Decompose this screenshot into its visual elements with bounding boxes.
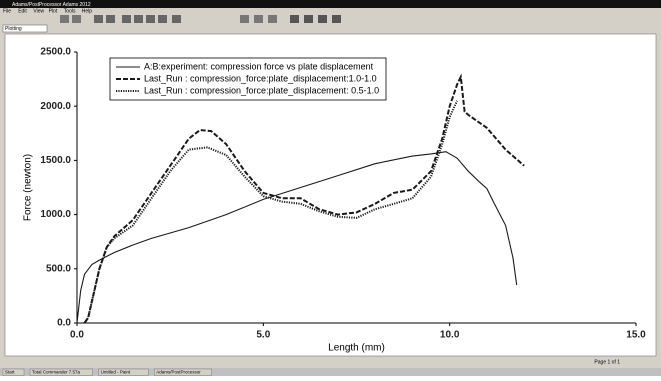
x-tick-label: 5.0 — [256, 330, 270, 341]
y-tick-label: 0.0 — [57, 318, 71, 329]
mode-label: Plotting — [5, 26, 22, 32]
tool-icon[interactable] — [94, 15, 103, 23]
tool-icon[interactable] — [318, 15, 327, 23]
x-tick-label: 0.0 — [70, 330, 84, 341]
taskbar-items: Start Total Commander 7.57a Untitled - Pai… — [3, 369, 212, 376]
taskbar-label: Total Commander 7.57a — [32, 370, 81, 375]
tool-icon[interactable] — [122, 15, 131, 23]
menu-item[interactable]: Plot — [49, 8, 58, 14]
legend-label: A:B:experiment: compression force vs pla… — [144, 61, 374, 71]
title-bar — [0, 0, 661, 8]
tool-icon[interactable] — [254, 15, 263, 23]
tool-icon[interactable] — [158, 15, 167, 23]
y-tick-label: 2500.0 — [40, 47, 71, 58]
app-window: Adams/PostProcessor Adams 2012 File Edit V… — [0, 0, 661, 376]
menu-item[interactable]: Tools — [64, 8, 76, 14]
y-tick-label: 1000.0 — [40, 209, 71, 220]
tool-icon[interactable] — [268, 15, 277, 23]
window-title: Adams/PostProcessor Adams 2012 — [12, 2, 91, 8]
y-tick-label: 500.0 — [46, 263, 71, 274]
tool-icon[interactable] — [106, 15, 115, 23]
tool-icon[interactable] — [304, 15, 313, 23]
tool-icon[interactable] — [290, 15, 299, 23]
menu-item[interactable]: File — [3, 8, 11, 14]
tool-icon[interactable] — [72, 15, 81, 23]
tool-icon[interactable] — [240, 15, 249, 23]
page-indicator: Page 1 of 1 — [594, 359, 620, 365]
legend-label: Last_Run : compression_force:plate_displ… — [144, 73, 377, 83]
legend-label: Last_Run : compression_force:plate_displ… — [144, 85, 379, 95]
menu-item[interactable]: Edit — [18, 8, 27, 14]
y-axis-label: Force (newton) — [23, 154, 34, 221]
tool-icon[interactable] — [60, 15, 69, 23]
tool-icon[interactable] — [146, 15, 155, 23]
taskbar-label: Untitled - Paint — [101, 370, 131, 375]
y-tick-label: 2000.0 — [40, 101, 71, 112]
tool-icon[interactable] — [172, 15, 181, 23]
x-axis-label: Length (mm) — [328, 343, 385, 354]
taskbar-label: Start — [5, 370, 15, 375]
tool-icon[interactable] — [134, 15, 143, 23]
x-tick-label: 15.0 — [626, 330, 646, 341]
taskbar-label: Adams/PostProcessor — [156, 370, 201, 375]
menu-item[interactable]: View — [33, 8, 44, 14]
menu-item[interactable]: Help — [82, 8, 93, 14]
tool-icon[interactable] — [332, 15, 341, 23]
y-tick-label: 1500.0 — [40, 155, 71, 166]
x-tick-label: 10.0 — [440, 330, 460, 341]
